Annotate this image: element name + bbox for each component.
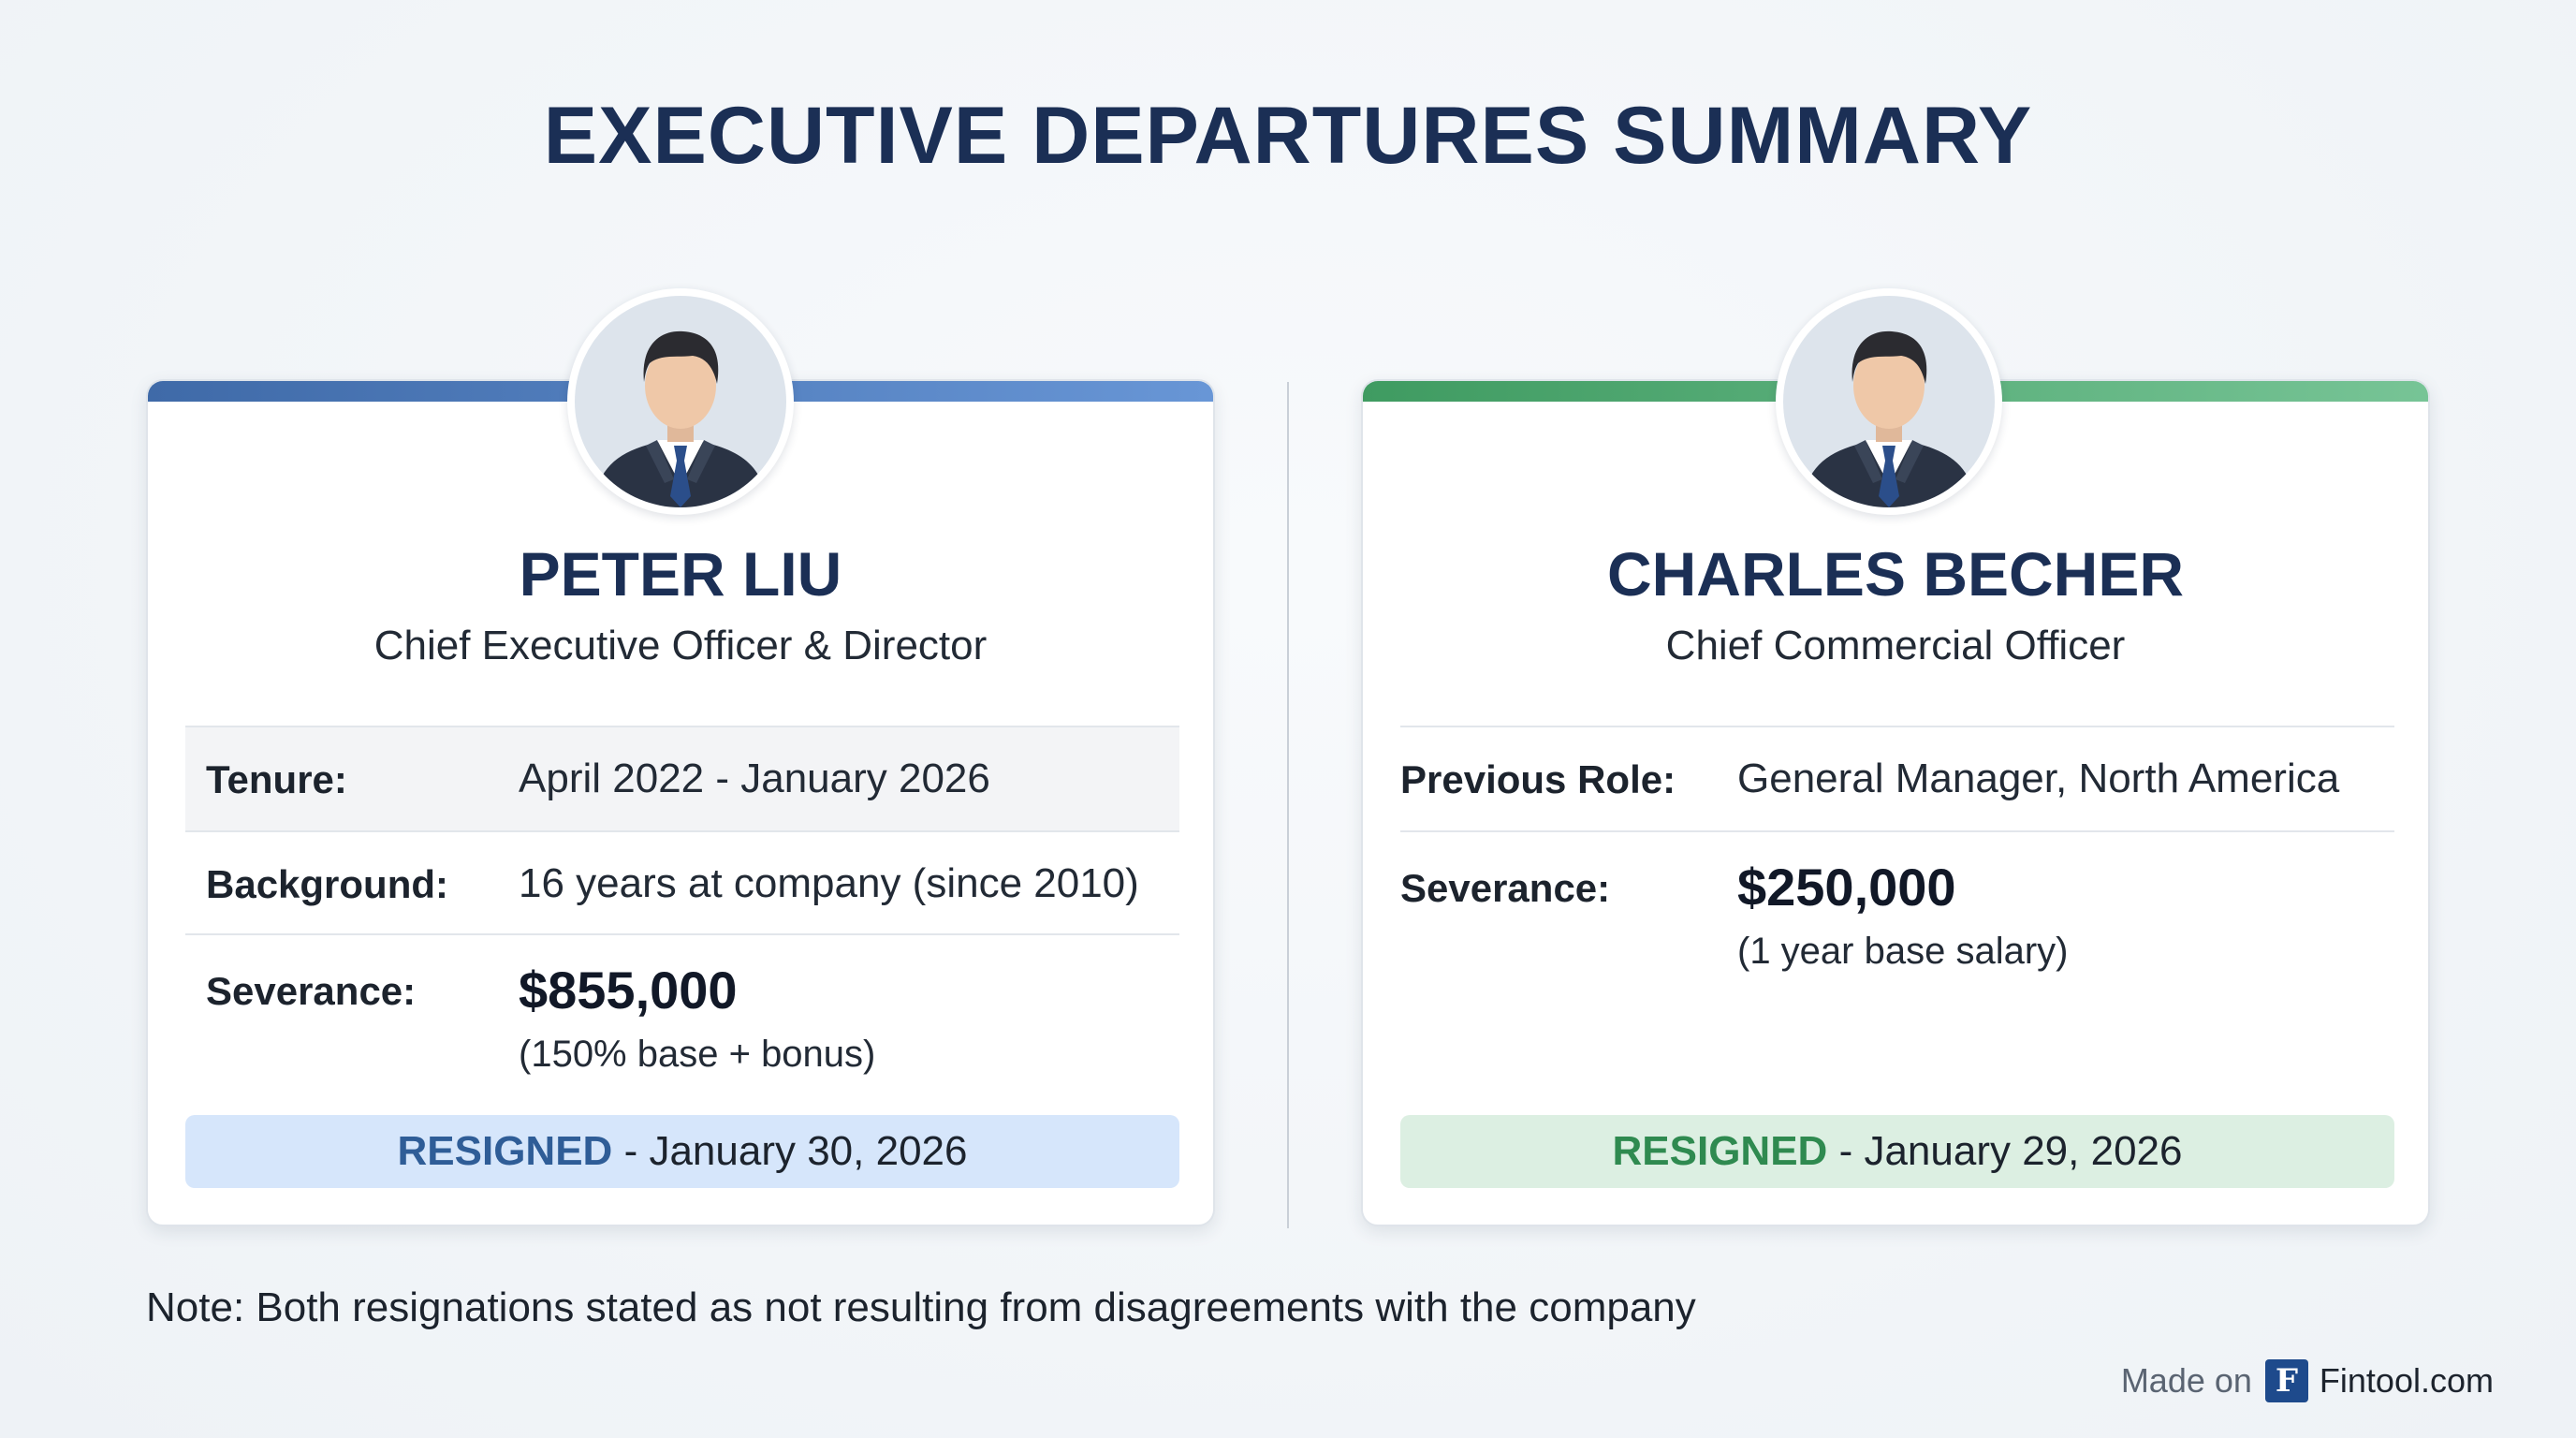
row-value: April 2022 - January 2026 (519, 756, 990, 801)
made-on-fintool[interactable]: Made on F Fintool.com (2121, 1359, 2494, 1402)
page-title: EXECUTIVE DEPARTURES SUMMARY (543, 91, 2033, 181)
row-value: General Manager, North America (1737, 756, 2340, 801)
card-divider (1287, 382, 1289, 1228)
severance-block: $250,000 (1 year base salary) (1737, 857, 2068, 973)
row-label: Previous Role: (1400, 757, 1676, 801)
executive-card-peter-liu: PETER LIU Chief Executive Officer & Dire… (146, 379, 1215, 1226)
person-avatar-icon (1776, 288, 2002, 515)
status-date: January 29, 2026 (1864, 1128, 2183, 1174)
executive-role: Chief Commercial Officer (1665, 623, 2126, 668)
table-row: Previous Role: General Manager, North Am… (1400, 727, 2394, 832)
severance-block: $855,000 (150% base + bonus) (519, 960, 875, 1076)
status-separator: - (1838, 1128, 1853, 1174)
person-avatar-icon (567, 288, 794, 515)
row-label: Tenure: (206, 757, 347, 801)
status-word: RESIGNED (397, 1128, 613, 1174)
row-label: Severance: (206, 969, 417, 1013)
severance-amount: $250,000 (1737, 858, 1956, 917)
row-value: 16 years at company (since 2010) (519, 860, 1139, 906)
status-date: January 30, 2026 (649, 1128, 968, 1174)
severance-detail: (1 year base salary) (1737, 931, 2069, 972)
footnote: Note: Both resignations stated as not re… (146, 1284, 1696, 1330)
severance-amount: $855,000 (519, 961, 738, 1020)
status-badge: RESIGNED - January 29, 2026 (1400, 1115, 2394, 1188)
severance-detail: (150% base + bonus) (519, 1034, 876, 1075)
table-row: Tenure: April 2022 - January 2026 (185, 727, 1179, 832)
executive-card-charles-becher: CHARLES BECHER Chief Commercial Officer … (1361, 379, 2430, 1226)
fintool-logo-icon: F (2264, 1359, 2308, 1402)
details-table: Tenure: April 2022 - January 2026 Backgr… (185, 726, 1179, 1104)
executive-name: CHARLES BECHER (1606, 539, 2185, 609)
made-on-label: Made on (2120, 1361, 2252, 1400)
details-table: Previous Role: General Manager, North Am… (1400, 726, 2394, 1001)
table-row: Severance: $250,000 (1 year base salary) (1400, 832, 2394, 1001)
executive-role: Chief Executive Officer & Director (373, 623, 988, 668)
person-avatar-icon (575, 296, 786, 507)
status-separator: - (623, 1128, 638, 1174)
status-badge: RESIGNED - January 30, 2026 (185, 1115, 1179, 1188)
status-word: RESIGNED (1612, 1128, 1828, 1174)
table-row: Background: 16 years at company (since 2… (185, 832, 1179, 935)
brand-link[interactable]: Fintool.com (2319, 1361, 2494, 1400)
person-avatar-icon (1783, 296, 1995, 507)
executive-name: PETER LIU (519, 539, 842, 609)
table-row: Severance: $855,000 (150% base + bonus) (185, 935, 1179, 1104)
row-label: Background: (206, 862, 449, 906)
row-label: Severance: (1400, 866, 1611, 910)
